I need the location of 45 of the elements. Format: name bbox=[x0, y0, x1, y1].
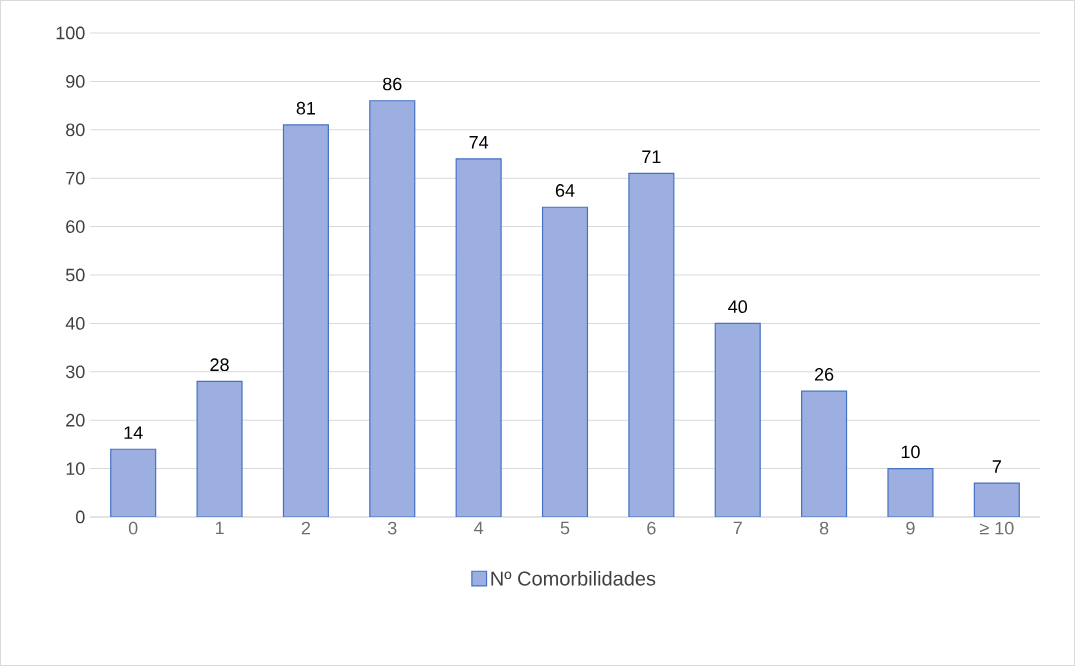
x-tick-label: ≥ 10 bbox=[979, 521, 1014, 535]
y-tick-label: 60 bbox=[66, 220, 85, 233]
x-tick-label: 8 bbox=[819, 521, 829, 535]
y-tick-label: 0 bbox=[76, 510, 85, 524]
bar bbox=[714, 322, 761, 517]
y-tick-label: 80 bbox=[66, 123, 85, 137]
bar bbox=[541, 206, 589, 517]
x-tick-label: 3 bbox=[387, 521, 397, 535]
data-label: 81 bbox=[296, 101, 316, 115]
y-tick-label: 40 bbox=[65, 317, 85, 330]
bar bbox=[887, 467, 934, 517]
data-label: 64 bbox=[555, 184, 575, 197]
bar bbox=[801, 390, 848, 517]
y-tick-label: 50 bbox=[65, 268, 85, 282]
y-tick-label: 30 bbox=[65, 365, 85, 379]
x-tick-label: 5 bbox=[560, 521, 570, 535]
data-label: 74 bbox=[469, 136, 489, 149]
data-label: 7 bbox=[992, 460, 1001, 473]
x-tick-label: 0 bbox=[128, 521, 138, 535]
data-label: 14 bbox=[124, 426, 143, 439]
y-tick-label: 100 bbox=[56, 26, 85, 40]
data-label: 40 bbox=[728, 300, 748, 313]
data-label: 26 bbox=[814, 368, 834, 381]
bar bbox=[973, 482, 1020, 517]
x-tick-label: 9 bbox=[906, 521, 915, 535]
x-tick-label: 7 bbox=[733, 521, 742, 535]
bar bbox=[628, 172, 675, 517]
bar bbox=[455, 158, 502, 517]
bar bbox=[282, 124, 329, 517]
y-tick-label: 20 bbox=[66, 413, 85, 427]
x-tick-label: 4 bbox=[474, 521, 484, 535]
data-label: 28 bbox=[210, 358, 229, 372]
data-label: 71 bbox=[642, 150, 661, 163]
bar bbox=[369, 100, 416, 517]
x-tick-label: 1 bbox=[215, 521, 224, 535]
bar bbox=[110, 448, 157, 517]
x-tick-label: 2 bbox=[301, 521, 311, 535]
legend-label: Nº Comorbilidades bbox=[491, 570, 656, 586]
y-tick-label: 10 bbox=[66, 462, 85, 475]
data-label: 10 bbox=[901, 445, 920, 459]
data-label: 86 bbox=[383, 77, 402, 91]
y-tick-label: 70 bbox=[66, 171, 85, 185]
x-tick-label: 6 bbox=[647, 521, 656, 535]
bar bbox=[196, 380, 243, 517]
y-tick-label: 90 bbox=[66, 75, 85, 88]
